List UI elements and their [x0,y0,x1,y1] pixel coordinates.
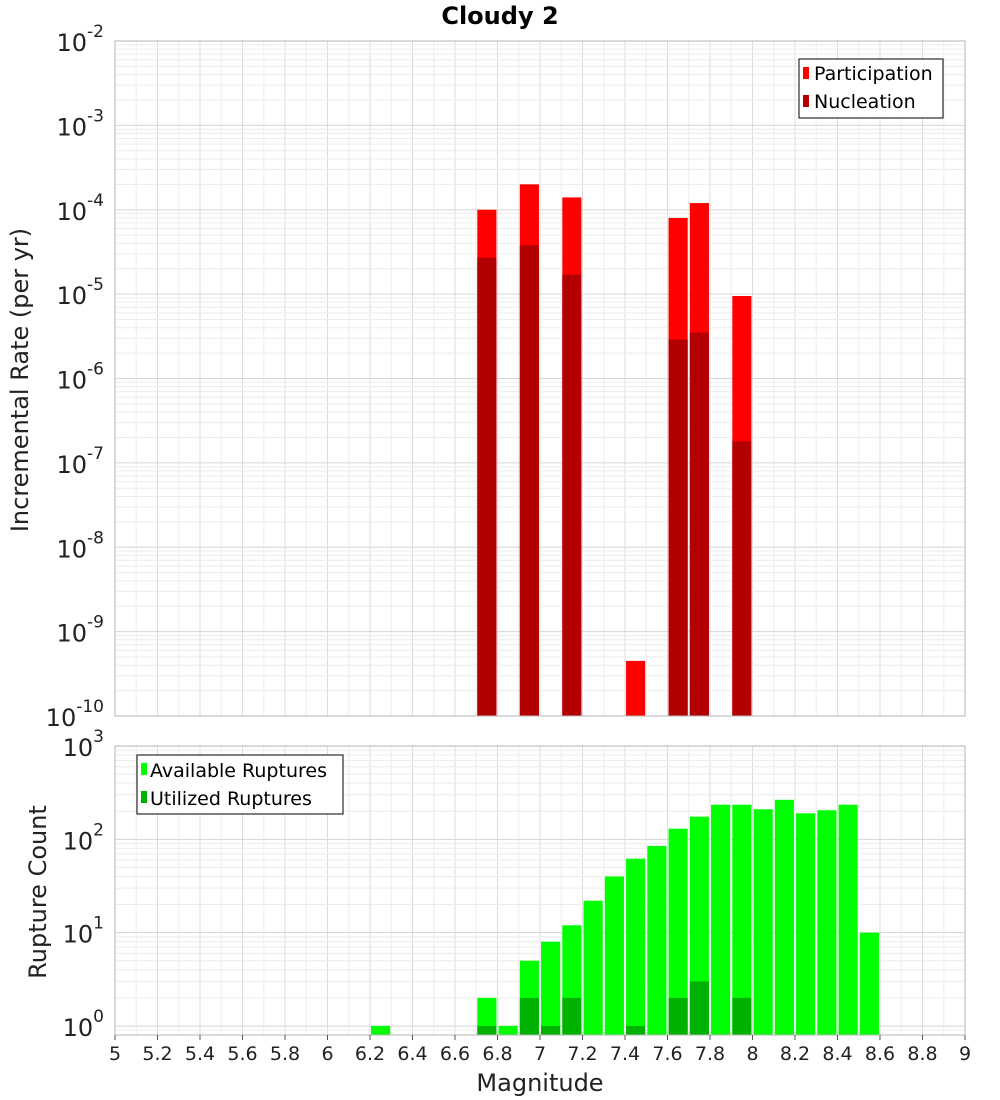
count-bar-a [753,809,773,1035]
count-bar-a [498,1025,518,1035]
y-tick-label: 101 [63,914,104,949]
bottom-plot-panel: 100 101 102 103 5 5.2 5.4 5.6 5.8 6 6.2 6.4 6.6 6.8 7… [63,727,971,1065]
y-tick-label: 102 [63,820,104,855]
y-tick-label: 103 [63,727,104,762]
y-tick-label: 10-9 [57,613,105,648]
x-tick-label: 8.6 [865,1043,895,1065]
count-bar-a [477,997,497,1035]
x-tick-label: 5.6 [227,1043,257,1065]
x-tick-label: 6.6 [440,1043,470,1065]
x-tick-label: 5 [109,1043,121,1065]
x-tick-label: 5.2 [142,1043,172,1065]
count-bar-a [668,828,688,1035]
top-plot-frame [114,40,966,717]
x-tick-label: 8.4 [822,1043,852,1065]
x-tick-label: 7.4 [610,1043,640,1065]
legend-swatch-nucleation [803,95,809,107]
count-bar-b [668,997,688,1035]
count-bar-a [817,810,837,1035]
top-legend-box [798,58,944,119]
count-bar-a [774,799,794,1035]
y-tick-label: 10-5 [57,275,105,310]
y-tick-label: 10-7 [57,444,105,479]
y-tick-label: 10-6 [57,360,105,395]
legend-swatch-participation [803,67,809,79]
y-tick-label: 10-8 [57,528,105,563]
x-tick-label: 8.8 [907,1043,937,1065]
x-tick-label: 9 [959,1043,971,1065]
rate-bar-b [519,245,539,717]
count-bar-a [711,804,731,1035]
count-bar-a [626,858,646,1035]
x-axis-title: Magnitude [476,1069,603,1097]
rate-bar-b [477,257,497,716]
rate-bar-a [626,660,646,716]
top-gridlines [114,40,966,717]
count-bar-a [796,813,816,1035]
rate-bar-b [689,332,709,716]
count-bar-b [732,997,752,1035]
x-tick-label: 7 [534,1043,546,1065]
count-bar-a [583,900,603,1035]
y-tick-label: 100 [63,1007,104,1042]
count-bar-a [541,941,561,1035]
top-plot-panel: 10-10 10-9 10-8 10-7 10-6 10-5 10-4 10-3 10-2 [46,22,966,732]
rate-bar-b [732,441,752,716]
count-bar-b [562,997,582,1035]
legend-label-utilized: Utilized Ruptures [150,788,312,810]
count-bar-a [859,932,879,1035]
x-tick-label: 6.4 [397,1043,427,1065]
bottom-legend: Available Ruptures Utilized Ruptures [136,754,344,815]
top-legend: Participation Nucleation [798,58,944,119]
bottom-y-axis-title: Rupture Count [24,805,52,979]
legend-label-available: Available Ruptures [150,760,327,782]
count-bar-a [647,845,667,1035]
x-tick-label: 5.8 [270,1043,300,1065]
x-tick-label: 8.2 [780,1043,810,1065]
count-bar-b [477,1025,497,1035]
y-tick-label: 10-4 [57,191,105,226]
top-bars [477,184,752,717]
y-tick-label: 10-2 [57,22,105,57]
legend-label-participation: Participation [814,63,933,85]
rate-bar-b [668,339,688,716]
x-tick-label: 6.2 [355,1043,385,1065]
x-tick-label: 5.4 [185,1043,215,1065]
count-bar-b [626,1025,646,1035]
count-bar-a [689,816,709,1035]
x-tick-label: 7.6 [652,1043,682,1065]
bottom-y-ticks: 100 101 102 103 [63,727,104,1042]
y-tick-label: 10-10 [46,697,104,732]
x-tick-label: 6 [321,1043,333,1065]
bottom-legend-box [136,754,344,815]
legend-swatch-available [141,763,147,775]
chart-title: Cloudy 2 [441,2,558,30]
x-tick-label: 6.8 [482,1043,512,1065]
count-bar-b [541,1025,561,1035]
top-y-ticks: 10-10 10-9 10-8 10-7 10-6 10-5 10-4 10-3 10-2 [46,22,104,732]
y-tick-label: 10-3 [57,106,105,141]
x-tick-label: 7.8 [695,1043,725,1065]
count-bar-b [689,981,709,1035]
top-y-axis-title: Incremental Rate (per yr) [6,228,34,532]
legend-swatch-utilized [141,791,147,803]
legend-label-nucleation: Nucleation [814,91,916,113]
rate-bar-b [562,274,582,716]
count-bar-a [604,876,624,1035]
count-bar-a [838,804,858,1035]
count-bar-a [732,804,752,1035]
bottom-bars [371,799,879,1035]
count-bar-a [371,1025,391,1035]
bottom-x-ticks: 5 5.2 5.4 5.6 5.8 6 6.2 6.4 6.6 6.8 7 7.2 7.4 7.6 7.8 8… [109,1035,971,1065]
x-tick-label: 7.2 [567,1043,597,1065]
x-tick-label: 8 [746,1043,758,1065]
count-bar-b [519,997,539,1035]
